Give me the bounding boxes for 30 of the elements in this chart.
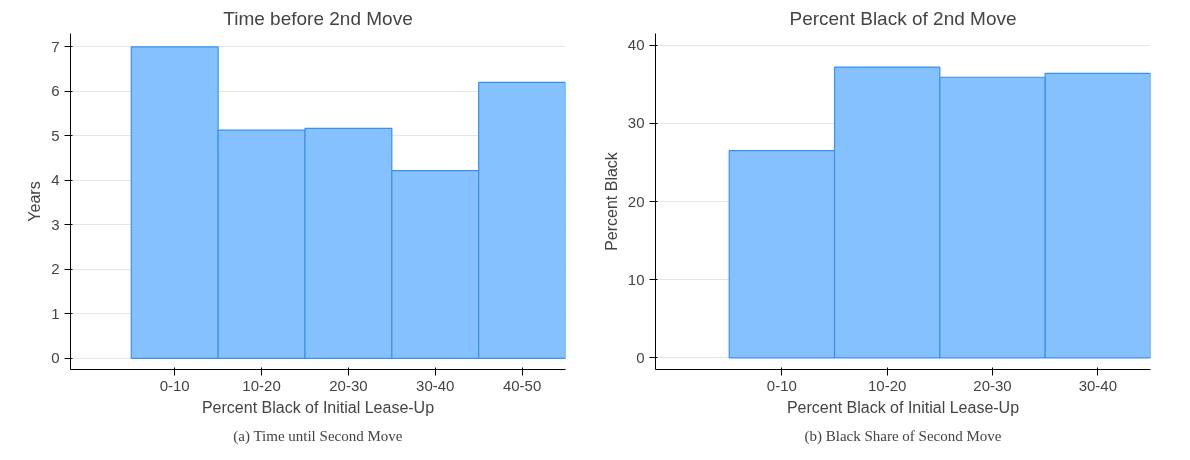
y-tick-label: 10 xyxy=(627,270,645,288)
y-tick-label: 1 xyxy=(51,304,60,322)
y-tick-label: 7 xyxy=(51,37,60,55)
chart-title: Percent Black of 2nd Move xyxy=(789,7,1017,29)
x-axis-title: Percent Black of Initial Lease-Up xyxy=(786,398,1020,416)
y-tick-label: 20 xyxy=(627,192,645,210)
y-tick-label: 30 xyxy=(627,114,645,132)
y-tick-label: 0 xyxy=(51,349,60,367)
chart-title: Time before 2nd Move xyxy=(223,7,413,29)
x-tick-label: 10-20 xyxy=(868,376,907,394)
text: (a) Time until Second Move xyxy=(233,427,403,445)
y-axis-title: Percent Black xyxy=(602,151,620,251)
x-tick-label: 30-40 xyxy=(416,376,455,394)
y-axis-title: Years xyxy=(26,181,44,222)
y-tick-label: 6 xyxy=(51,82,60,100)
y-tick-label: 5 xyxy=(51,126,60,144)
y-tick-label: 2 xyxy=(51,260,60,278)
y-tick-label: 40 xyxy=(627,36,645,54)
y-tick-label: 4 xyxy=(51,171,60,189)
text: (b) Black Share of Second Move xyxy=(804,427,1002,445)
x-axis-title: Percent Black of Initial Lease-Up xyxy=(201,398,435,416)
x-tick-label: 0-10 xyxy=(766,376,797,394)
x-tick-label: 10-20 xyxy=(242,376,281,394)
y-tick-label: 0 xyxy=(636,348,645,366)
y-tick-label: 3 xyxy=(51,215,60,233)
x-tick-label: 20-30 xyxy=(329,376,368,394)
x-tick-label: 20-30 xyxy=(973,376,1012,394)
x-tick-label: 0-10 xyxy=(159,376,190,394)
x-tick-label: 30-40 xyxy=(1078,376,1118,394)
x-tick-label: 40-50 xyxy=(502,376,542,394)
